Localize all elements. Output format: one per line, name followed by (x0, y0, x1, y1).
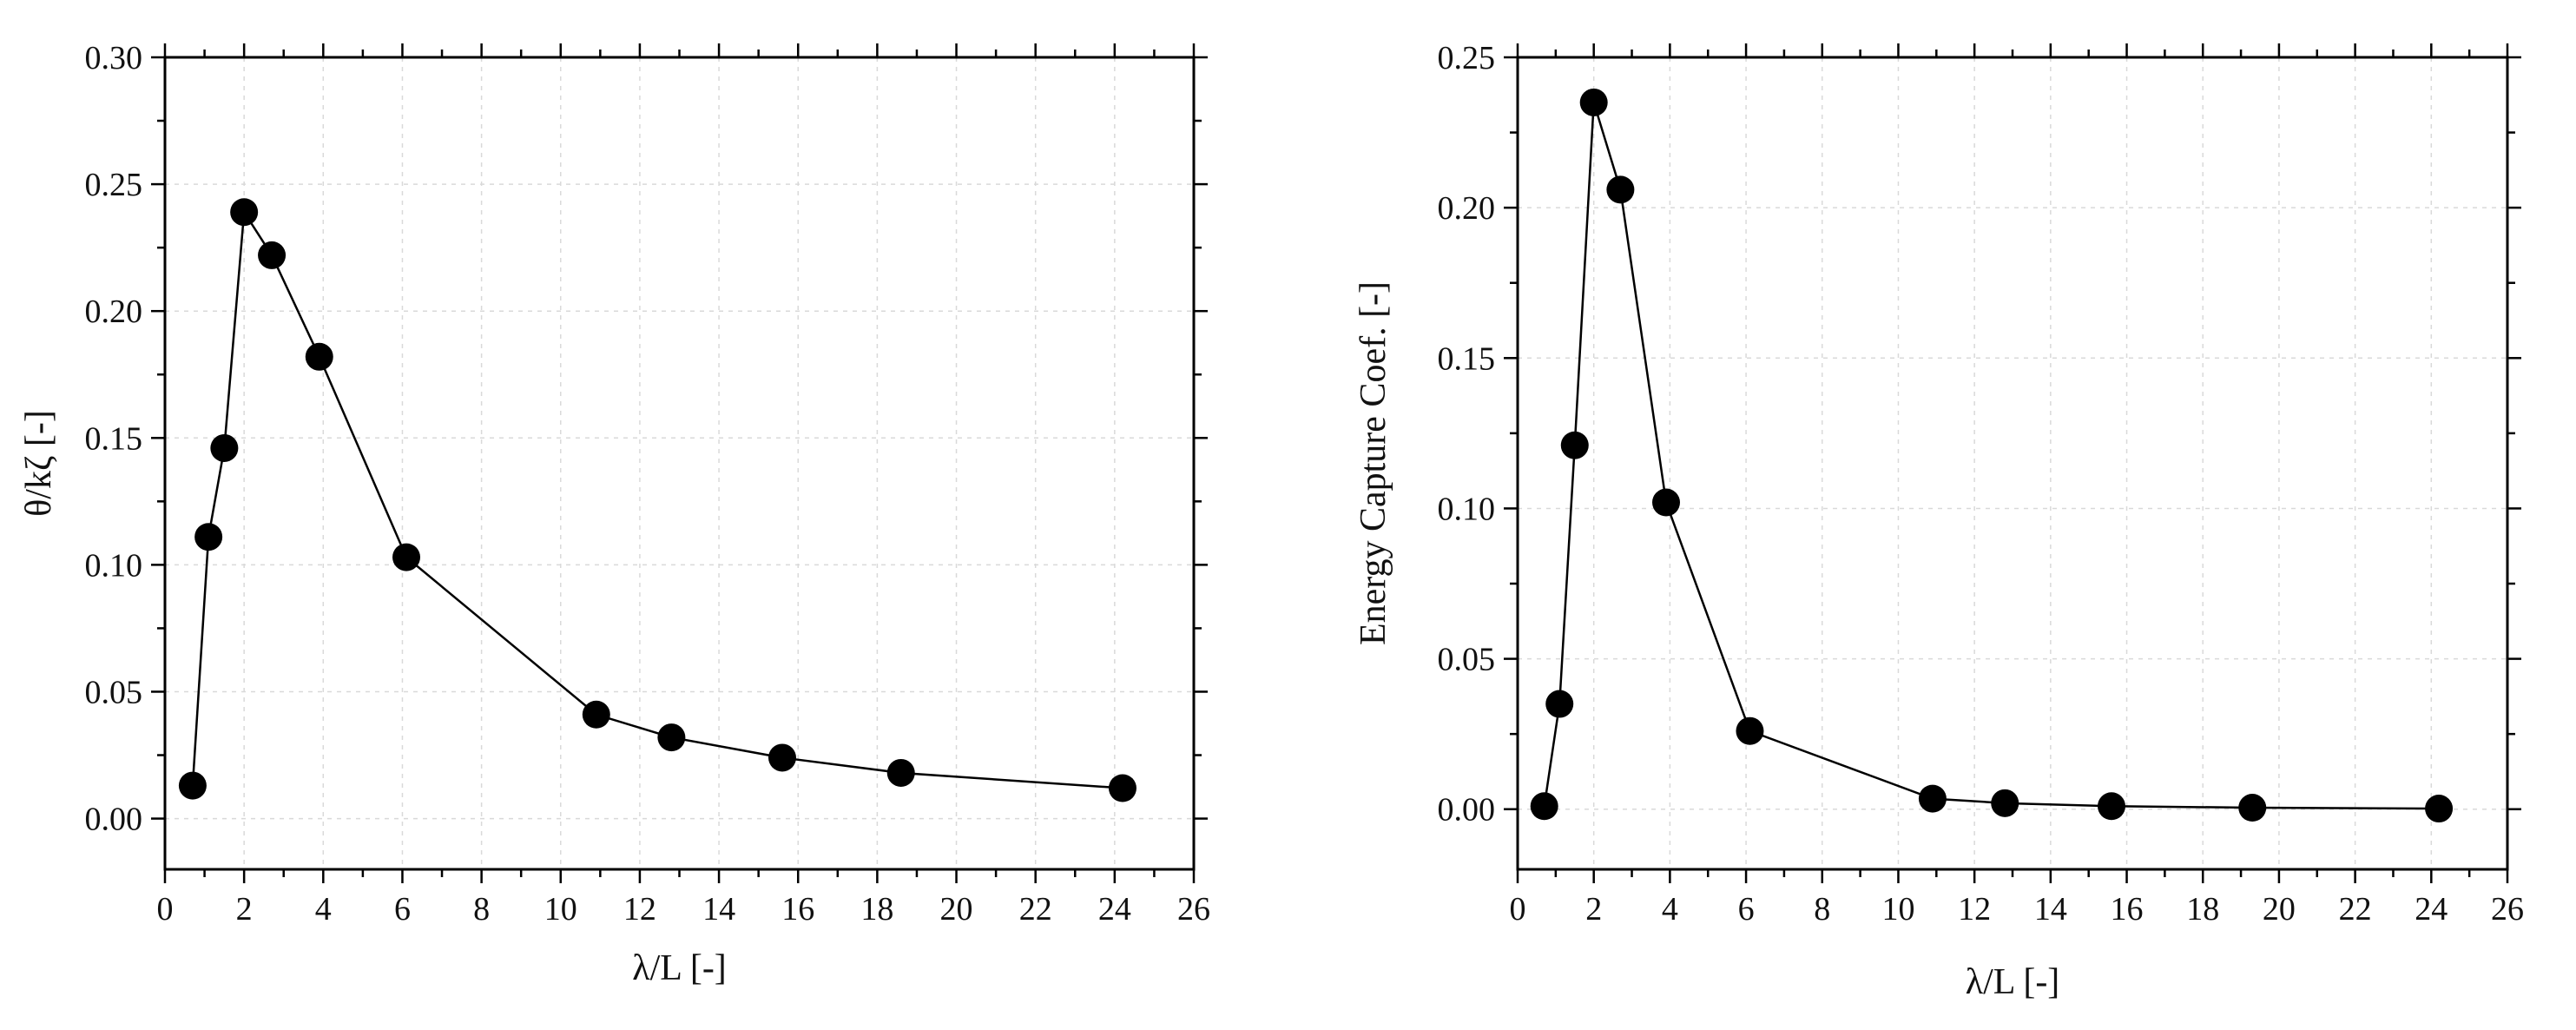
data-point (230, 198, 259, 227)
data-point (1545, 690, 1574, 718)
data-point (1736, 716, 1764, 745)
y-tick-label: 0.10 (1438, 491, 1496, 527)
ticks (1504, 43, 2521, 883)
y-tick-label: 0.10 (85, 547, 143, 584)
x-tick-label: 4 (315, 891, 332, 928)
data-point (1579, 88, 1608, 116)
x-tick-label: 24 (1098, 891, 1131, 928)
data-point (194, 523, 223, 551)
data-point (1108, 774, 1136, 802)
x-tick-label: 0 (157, 891, 174, 928)
y-tick-label: 0.15 (85, 420, 143, 457)
chart-1: 0 2 4 6 8 10 12 14 16 18 20 22 24 260.000.050.100.150… (19, 40, 1210, 988)
x-tick-label: 22 (2339, 891, 2372, 928)
data-point (886, 758, 915, 787)
plot-frame (1516, 56, 2509, 871)
x-tick-label: 18 (860, 891, 893, 928)
data-point (1560, 431, 1589, 459)
data-point (305, 342, 333, 371)
x-axis-label: λ/L [-] (1966, 962, 2060, 1002)
data-point (1606, 175, 1635, 204)
y-tick-label: 0.00 (1438, 792, 1496, 829)
x-tick-label: 10 (544, 891, 577, 928)
data-point (178, 771, 207, 800)
x-tick-label: 18 (2186, 891, 2219, 928)
data-point (2238, 794, 2267, 822)
data-point (2098, 792, 2125, 821)
data-point (210, 433, 239, 462)
x-tick-label: 26 (1177, 891, 1210, 928)
y-tick-label: 0.20 (85, 294, 143, 330)
x-tick-label: 10 (1881, 891, 1914, 928)
series-line (191, 208, 1123, 789)
x-tick-label: 12 (623, 891, 656, 928)
grid (1518, 57, 2507, 869)
x-tick-label: 8 (473, 891, 490, 928)
y-tick-label: 0.00 (85, 802, 143, 838)
data-point (392, 543, 421, 571)
x-axis-label: λ/L [-] (632, 948, 727, 988)
y-axis-label: θ/kζ [-] (19, 410, 59, 517)
y-tick-label: 0.05 (1438, 642, 1496, 678)
y-tick-label: 0.30 (85, 40, 143, 76)
data-point (1918, 784, 1947, 813)
x-tick-label: 26 (2491, 891, 2524, 928)
x-tick-label: 12 (1958, 891, 1991, 928)
y-tick-label: 0.20 (1438, 190, 1496, 227)
x-tick-label: 24 (2415, 891, 2448, 928)
y-tick-label: 0.15 (1438, 340, 1496, 377)
data-point (1991, 789, 2019, 817)
x-tick-label: 22 (1019, 891, 1052, 928)
x-tick-label: 8 (1814, 891, 1830, 928)
x-tick-label: 16 (781, 891, 814, 928)
x-tick-label: 20 (940, 891, 973, 928)
x-tick-label: 2 (236, 891, 253, 928)
y-tick-label: 0.05 (85, 674, 143, 710)
grid (165, 57, 1194, 869)
y-tick-label: 0.25 (85, 167, 143, 203)
x-tick-label: 6 (1738, 891, 1755, 928)
data-point (657, 723, 686, 752)
data-point (1652, 488, 1680, 517)
x-tick-label: 4 (1662, 891, 1678, 928)
plot-frame (163, 56, 1196, 871)
data-point (2425, 795, 2454, 823)
x-tick-label: 14 (2034, 891, 2067, 928)
chart-2: 0 2 4 6 8 10 12 14 16 18 20 22 24 260.000.050.100.150… (1354, 40, 2524, 1002)
x-tick-label: 0 (1510, 891, 1526, 928)
data-point (582, 700, 610, 729)
y-axis-label: Energy Capture Coef. [-] (1354, 281, 1393, 645)
data-point (258, 241, 287, 269)
data-point (768, 743, 796, 772)
x-tick-label: 16 (2111, 891, 2144, 928)
ticks (151, 43, 1208, 883)
series-line (1543, 102, 2440, 810)
y-tick-label: 0.25 (1438, 40, 1496, 76)
data-point (1530, 792, 1558, 821)
x-tick-label: 6 (394, 891, 411, 928)
x-tick-label: 14 (702, 891, 735, 928)
x-tick-label: 2 (1585, 891, 1602, 928)
x-tick-label: 20 (2263, 891, 2296, 928)
